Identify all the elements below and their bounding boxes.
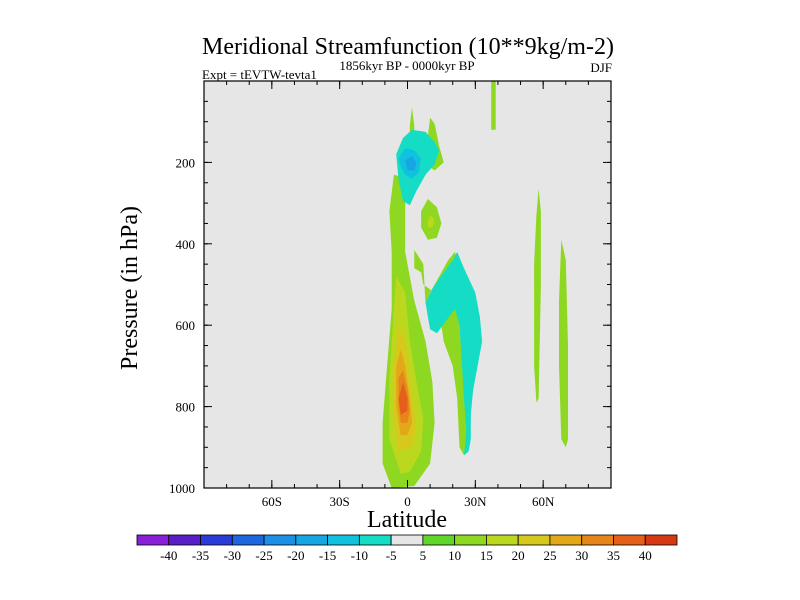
colorbar-label: -35 <box>192 548 209 563</box>
contour-negative-mid-cell <box>425 251 483 456</box>
y-tick-label: 800 <box>176 400 196 415</box>
colorbar-label: 30 <box>575 548 588 563</box>
colorbar-swatch <box>168 534 201 546</box>
colorbar-label: -20 <box>287 548 304 563</box>
y-tick-label: 600 <box>176 318 196 333</box>
colorbar-label: 25 <box>543 548 556 563</box>
colorbar-label: 10 <box>448 548 461 563</box>
colorbar-label: 20 <box>512 548 525 563</box>
colorbar-label: -5 <box>386 548 397 563</box>
axes: 60S 30S 0 30N 60N 200 400 600 800 1000 <box>169 80 612 509</box>
colorbar-label: 5 <box>420 548 427 563</box>
colorbar-swatch <box>263 534 297 546</box>
contour-positive-mid-core <box>427 215 435 228</box>
colorbar-swatch <box>549 534 583 546</box>
season-label: DJF <box>590 60 612 75</box>
colorbar-label: 35 <box>607 548 620 563</box>
period-label: 1856kyr BP - 0000kyr BP <box>339 58 474 73</box>
colorbar-swatch <box>358 534 392 546</box>
colorbar-swatch <box>295 534 328 546</box>
colorbar-swatch <box>454 534 487 546</box>
contour-positive-core-30 <box>398 382 408 415</box>
colorbar-label: -30 <box>224 548 241 563</box>
x-tick-label: 30S <box>330 494 350 509</box>
chart-title: Meridional Streamfunction (10**9kg/m-2) <box>202 34 614 60</box>
colorbar-swatch <box>422 534 456 546</box>
colorbar-swatch <box>231 534 265 546</box>
y-tick-label: 200 <box>176 155 196 170</box>
x-tick-label: 60S <box>262 494 282 509</box>
experiment-label: Expt = tEVTW-tevta1 <box>202 67 317 82</box>
colorbar-label: -40 <box>160 548 177 563</box>
contour-positive-top-thin-band <box>491 81 496 130</box>
y-tick-label: 400 <box>176 237 196 252</box>
colorbar: -40 -35 -30 -25 -20 -15 -10 -5 5 10 15 20 25 30 35 40 <box>136 534 678 563</box>
y-axis-title: Pressure (in hPa) <box>117 206 143 370</box>
contour-plot <box>204 81 611 488</box>
x-tick-label: 30N <box>464 494 487 509</box>
colorbar-swatch <box>200 534 233 546</box>
colorbar-label: -10 <box>351 548 368 563</box>
contour-positive-polar-band <box>559 239 568 448</box>
colorbar-swatch <box>327 534 360 546</box>
colorbar-swatch <box>390 534 424 546</box>
colorbar-swatch <box>644 534 678 546</box>
x-tick-label: 0 <box>404 494 411 509</box>
colorbar-swatch <box>136 534 170 546</box>
contour-negative-upper-inner <box>405 156 417 171</box>
x-axis-title: Latitude <box>367 507 447 533</box>
colorbar-swatch <box>486 534 519 546</box>
colorbar-swatch <box>581 534 614 546</box>
y-tick-label: 1000 <box>169 481 195 496</box>
colorbar-label: -25 <box>255 548 272 563</box>
colorbar-swatch <box>613 534 646 546</box>
colorbar-label: 40 <box>639 548 652 563</box>
colorbar-label: -15 <box>319 548 336 563</box>
x-tick-label: 60N <box>532 494 555 509</box>
colorbar-label: 15 <box>480 548 493 563</box>
contour-positive-high-lat-band <box>534 188 541 403</box>
colorbar-swatch <box>517 534 551 546</box>
